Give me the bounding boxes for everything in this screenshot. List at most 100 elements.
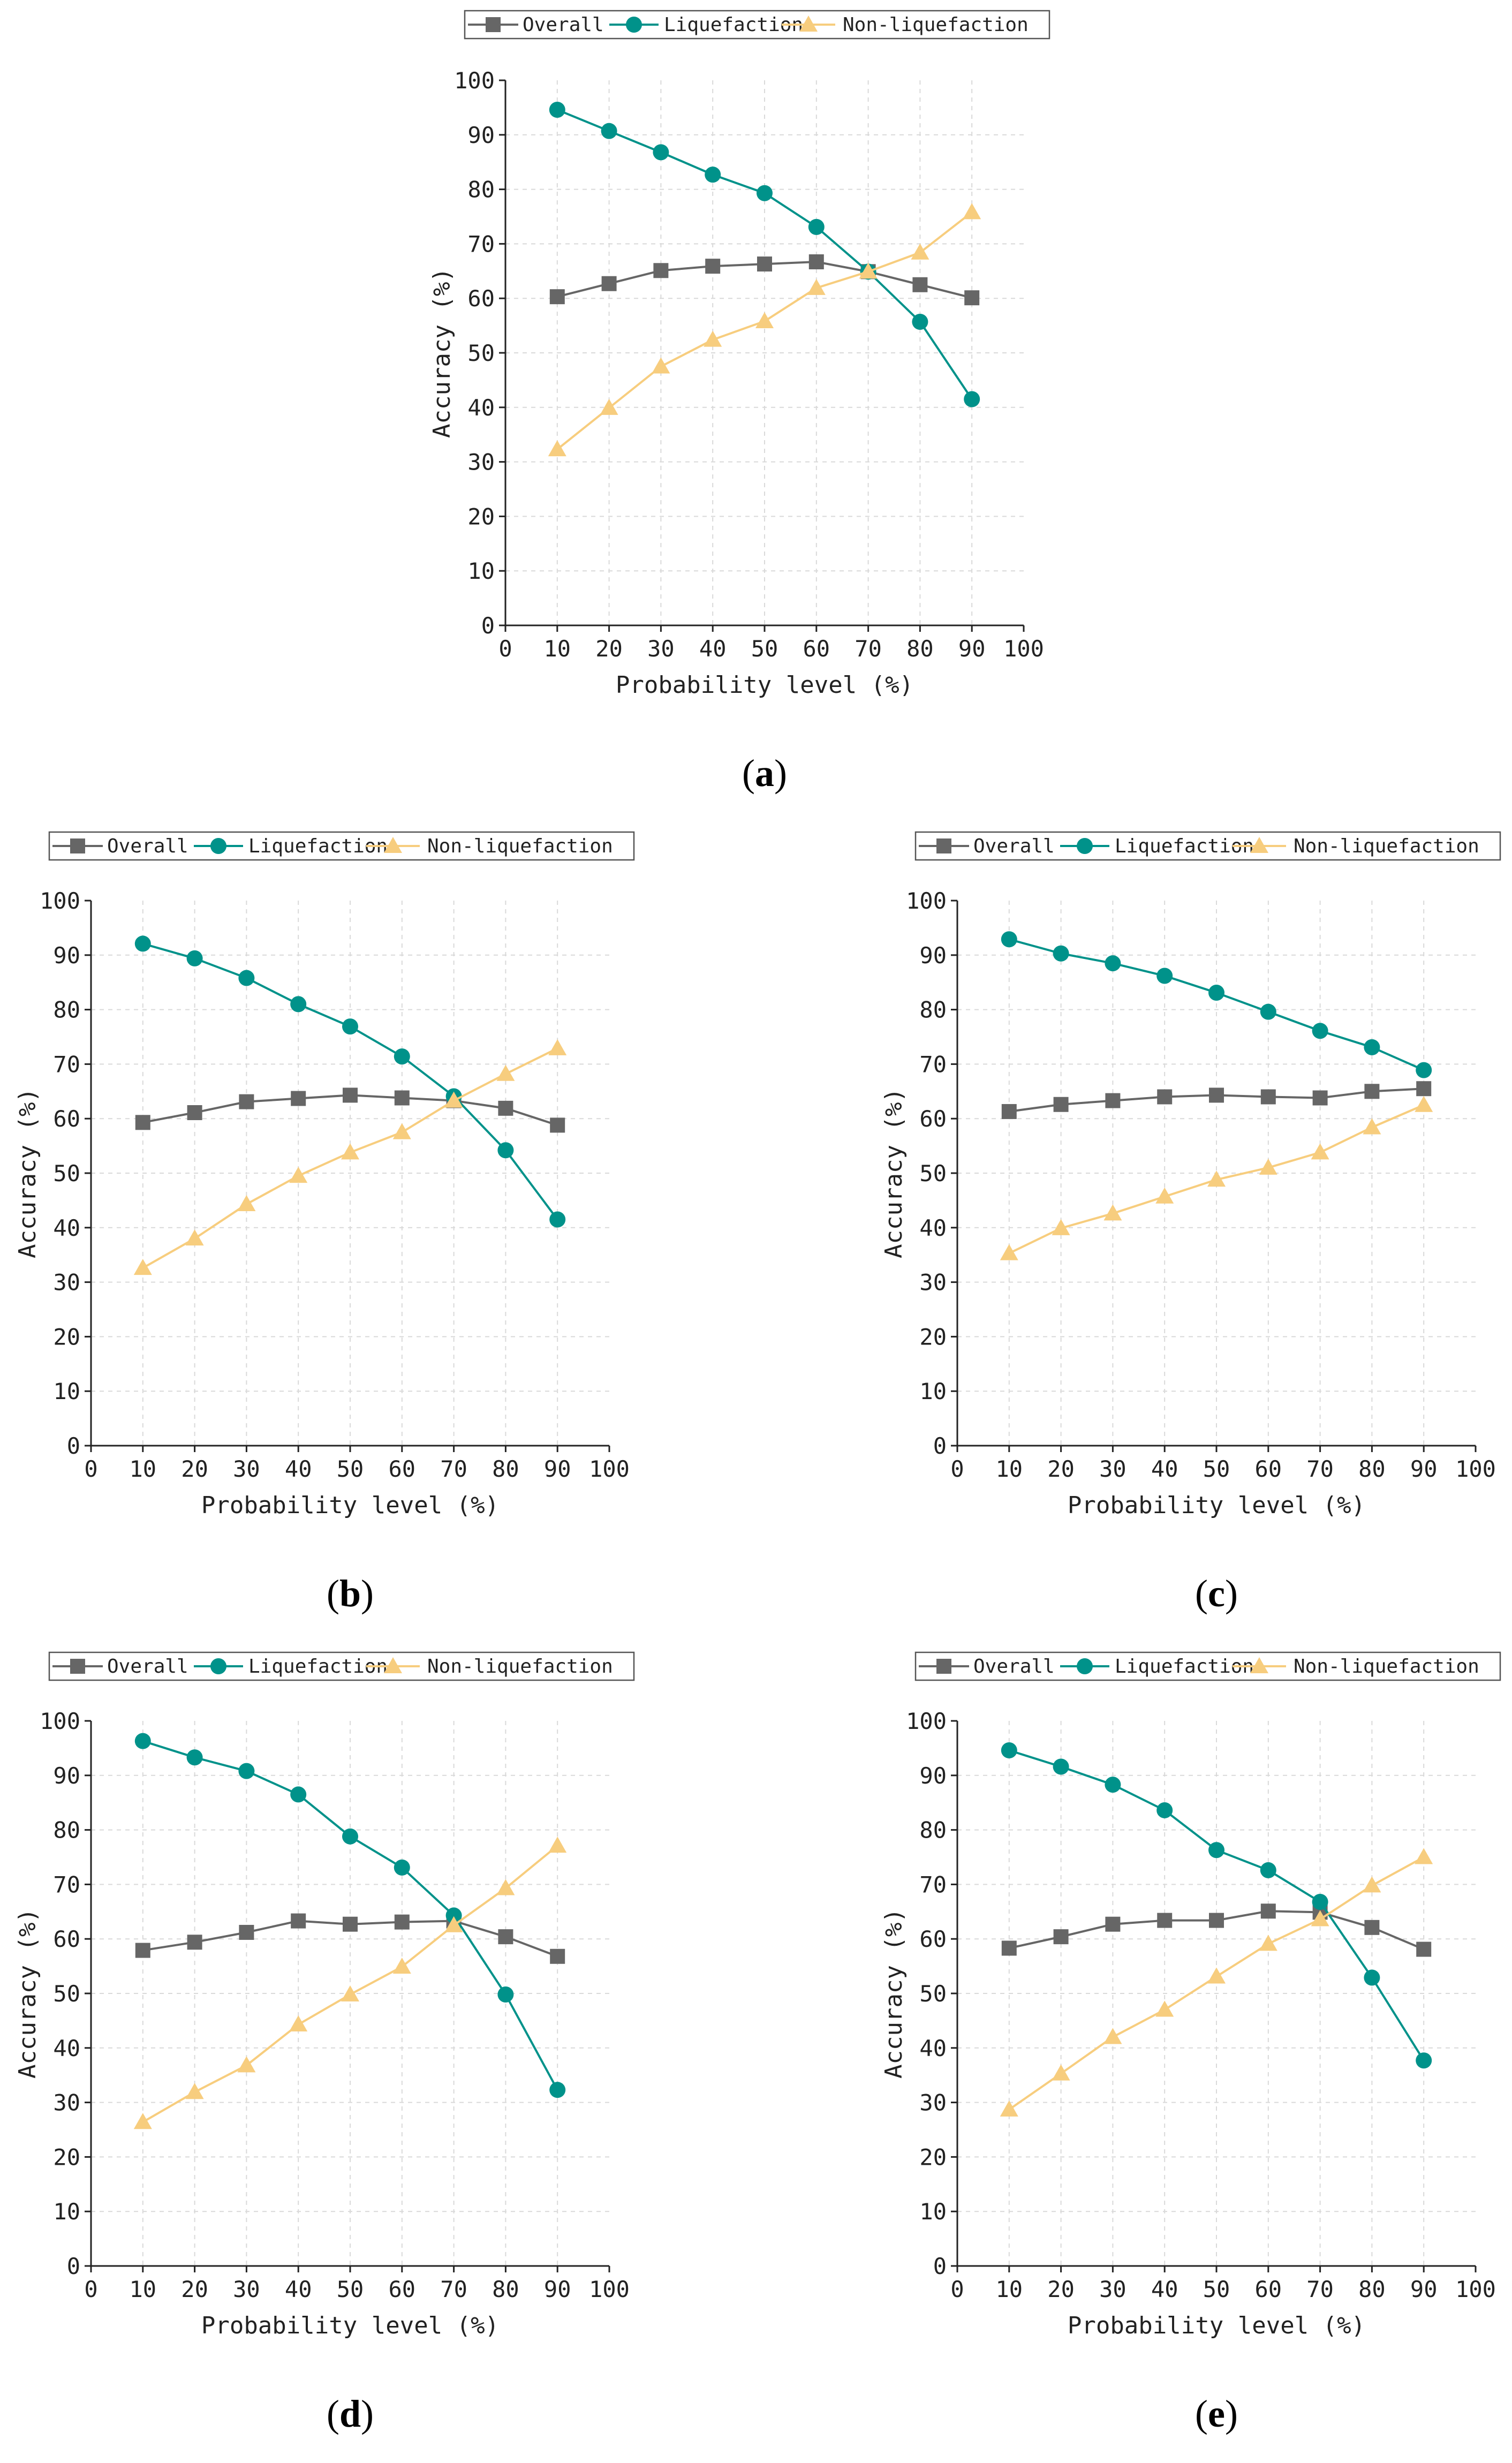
y-tick-label: 30 xyxy=(919,2090,947,2116)
x-tick-label: 100 xyxy=(589,1456,630,1482)
data-point-liquefaction xyxy=(342,1828,358,1845)
x-tick-label: 0 xyxy=(950,1456,964,1482)
data-point-liquefaction xyxy=(808,218,825,235)
x-tick-label: 30 xyxy=(233,1456,260,1482)
data-point-non_liquefaction xyxy=(1103,2028,1122,2044)
series-overall xyxy=(1001,1081,1432,1119)
y-tick-label: 60 xyxy=(53,1926,80,1952)
data-point-non_liquefaction xyxy=(1311,1910,1329,1926)
legend-box xyxy=(914,831,1501,861)
x-tick-label: 50 xyxy=(1203,2276,1230,2302)
data-point-liquefaction xyxy=(394,1859,410,1876)
data-point-overall xyxy=(808,254,824,269)
x-tick-label: 10 xyxy=(130,2276,157,2302)
y-tick-label: 30 xyxy=(919,1270,947,1296)
data-point-liquefaction xyxy=(1260,1862,1276,1878)
legend-label-non_liquefaction: Non-liquefaction xyxy=(427,1656,613,1678)
data-point-overall xyxy=(1053,1929,1069,1945)
data-point-non_liquefaction xyxy=(496,1064,515,1081)
legend-label-non_liquefaction: Non-liquefaction xyxy=(843,14,1029,36)
x-tick-label: 90 xyxy=(1410,2276,1438,2302)
x-tick-label: 100 xyxy=(1455,1456,1496,1482)
grid xyxy=(505,80,1024,625)
legend-marker-liquefaction xyxy=(1077,838,1093,854)
panel-label: (a) xyxy=(742,752,787,795)
y-tick-label: 50 xyxy=(919,1981,947,2007)
y-tick-label: 80 xyxy=(919,1817,947,1844)
panel-label-letter: d xyxy=(339,2392,361,2435)
y-tick-label: 70 xyxy=(919,1871,947,1898)
panel-label: (e) xyxy=(1195,2392,1238,2435)
legend: Overall Liquefaction Non-liquefaction xyxy=(48,1651,635,1681)
data-point-non_liquefaction xyxy=(548,1039,567,1055)
legend: Overall Liquefaction Non-liquefaction xyxy=(914,831,1501,861)
y-tick-label: 70 xyxy=(53,1871,80,1898)
x-tick-label: 70 xyxy=(440,2276,467,2302)
data-point-non_liquefaction xyxy=(1259,1158,1277,1175)
data-point-overall xyxy=(1416,1081,1432,1097)
data-point-non_liquefaction xyxy=(1311,1143,1329,1160)
data-point-overall xyxy=(498,1929,513,1945)
y-tick-label: 90 xyxy=(919,1763,947,1789)
y-tick-label: 20 xyxy=(53,2144,80,2170)
data-point-non_liquefaction xyxy=(807,278,826,295)
legend-marker-non_liquefaction xyxy=(1250,837,1268,853)
x-tick-label: 70 xyxy=(440,1456,467,1482)
y-tick-label: 70 xyxy=(919,1051,947,1077)
data-point-liquefaction xyxy=(549,101,565,118)
y-tick-label: 50 xyxy=(53,1981,80,2007)
y-tick-label: 10 xyxy=(53,1378,80,1404)
legend-marker-overall xyxy=(936,838,951,853)
panel-label-letter: b xyxy=(339,1572,361,1615)
legend-label-liquefaction: Liquefaction xyxy=(1115,1656,1254,1678)
y-tick-label: 10 xyxy=(919,2198,947,2225)
legend-box xyxy=(48,1651,635,1681)
data-point-non_liquefaction xyxy=(704,330,722,347)
y-axis-label: Accuracy (%) xyxy=(14,1908,41,2079)
x-tick-label: 20 xyxy=(595,636,623,662)
y-tick-label: 100 xyxy=(40,888,80,914)
data-point-liquefaction xyxy=(1416,1062,1432,1078)
x-tick-label: 30 xyxy=(1099,2276,1127,2302)
data-point-overall xyxy=(1364,1084,1380,1099)
y-tick-label: 10 xyxy=(919,1378,947,1404)
data-point-non_liquefaction xyxy=(1155,1187,1174,1204)
y-tick-label: 40 xyxy=(53,2035,80,2061)
data-point-non_liquefaction xyxy=(341,1143,359,1160)
data-point-overall xyxy=(1209,1087,1224,1103)
data-point-liquefaction xyxy=(1208,1842,1224,1858)
x-tick-label: 80 xyxy=(906,636,934,662)
legend-box xyxy=(48,831,635,861)
legend-label-non_liquefaction: Non-liquefaction xyxy=(1294,1656,1479,1678)
legend-label-liquefaction: Liquefaction xyxy=(248,1656,388,1678)
y-axis-label: Accuracy (%) xyxy=(14,1088,41,1258)
y-tick-label: 20 xyxy=(467,503,495,530)
data-point-non_liquefaction xyxy=(963,203,981,220)
y-tick-label: 80 xyxy=(53,997,80,1023)
x-tick-label: 60 xyxy=(389,2276,416,2302)
data-point-non_liquefaction xyxy=(548,440,566,457)
data-point-liquefaction xyxy=(1416,2052,1432,2069)
data-point-liquefaction xyxy=(757,185,773,201)
y-tick-label: 70 xyxy=(467,231,495,257)
chart-panel-e: 0 10 20 30 40 50 60 70 80 90 100 0 10 20 30 40 50 60 70 80 9… xyxy=(880,1651,1501,2435)
data-point-overall xyxy=(291,1091,306,1106)
data-point-liquefaction xyxy=(549,1211,566,1228)
x-tick-label: 80 xyxy=(492,2276,519,2302)
x-axis-label: Probability level (%) xyxy=(616,671,913,699)
data-point-overall xyxy=(1053,1097,1069,1112)
legend-marker-liquefaction xyxy=(210,1658,226,1674)
x-tick-label: 20 xyxy=(1047,2276,1075,2302)
panel-label-open: ( xyxy=(1195,2392,1208,2435)
y-tick-label: 40 xyxy=(919,2035,947,2061)
data-point-non_liquefaction xyxy=(1155,2000,1174,2017)
y-tick-label: 30 xyxy=(53,1270,80,1296)
data-point-liquefaction xyxy=(342,1018,358,1035)
legend: Overall Liquefaction Non-liquefaction xyxy=(464,10,1050,40)
legend-label-liquefaction: Liquefaction xyxy=(664,14,803,36)
x-tick-label: 90 xyxy=(1410,1456,1438,1482)
x-tick-label: 100 xyxy=(1455,2276,1496,2302)
y-tick-label: 10 xyxy=(467,558,495,584)
data-point-overall xyxy=(343,1916,358,1932)
data-point-overall xyxy=(912,277,928,292)
